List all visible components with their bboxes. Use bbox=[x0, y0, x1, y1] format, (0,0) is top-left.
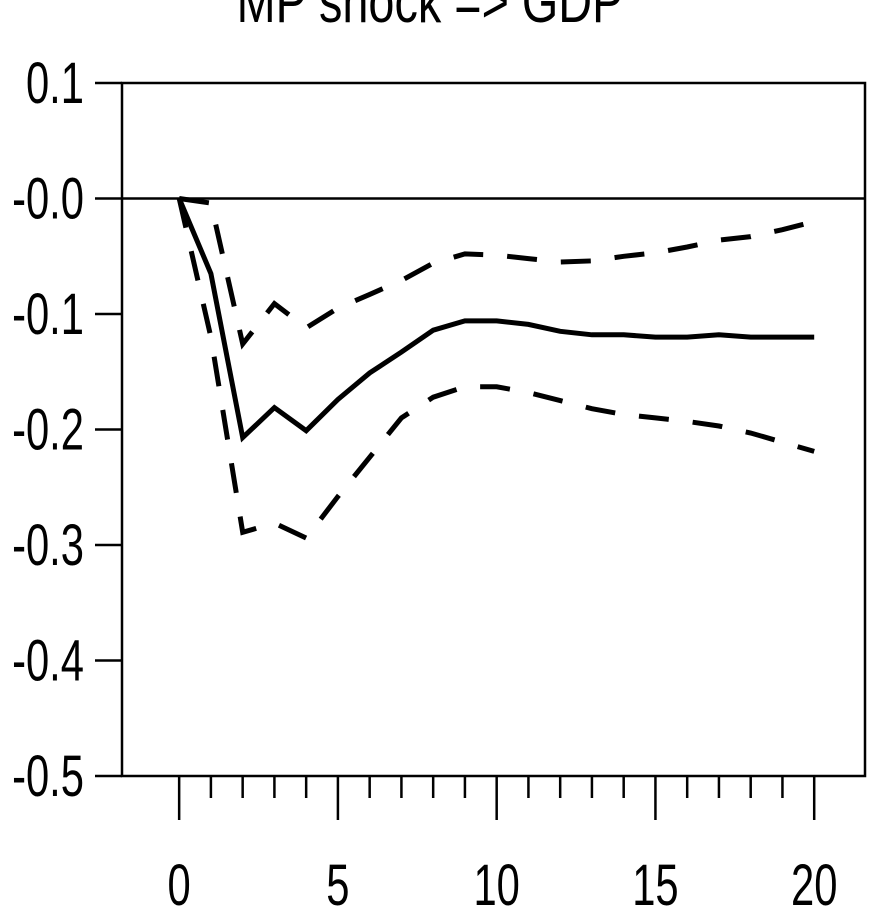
x-tick-label: 20 bbox=[791, 852, 837, 915]
y-tick-label: 0.1 bbox=[26, 50, 84, 115]
chart-title: MP shock => GDP bbox=[237, 0, 624, 35]
confidence-band-line-2 bbox=[176, 197, 815, 542]
x-tick-label: 15 bbox=[632, 852, 678, 915]
plot-frame bbox=[120, 81, 867, 778]
series-layer bbox=[176, 196, 815, 542]
x-axis: 0 5 10 15 20 bbox=[168, 776, 837, 915]
y-tick-label: -0.3 bbox=[12, 512, 84, 577]
y-tick-label: -0.1 bbox=[12, 281, 84, 346]
y-tick-label: -0.5 bbox=[12, 743, 84, 808]
x-tick-label: 5 bbox=[326, 852, 349, 915]
y-tick-label: -0.0 bbox=[12, 166, 84, 231]
impulse-response-line bbox=[176, 197, 815, 443]
y-tick-label: -0.2 bbox=[12, 397, 84, 462]
x-tick-label: 0 bbox=[168, 852, 191, 915]
x-tick-label: 10 bbox=[473, 852, 519, 915]
confidence-band-line-1 bbox=[178, 196, 815, 350]
y-axis: 0.1 -0.0 -0.1 -0.2 -0.3 -0.4 -0.5 bbox=[12, 50, 865, 809]
y-tick-label: -0.4 bbox=[12, 628, 84, 693]
